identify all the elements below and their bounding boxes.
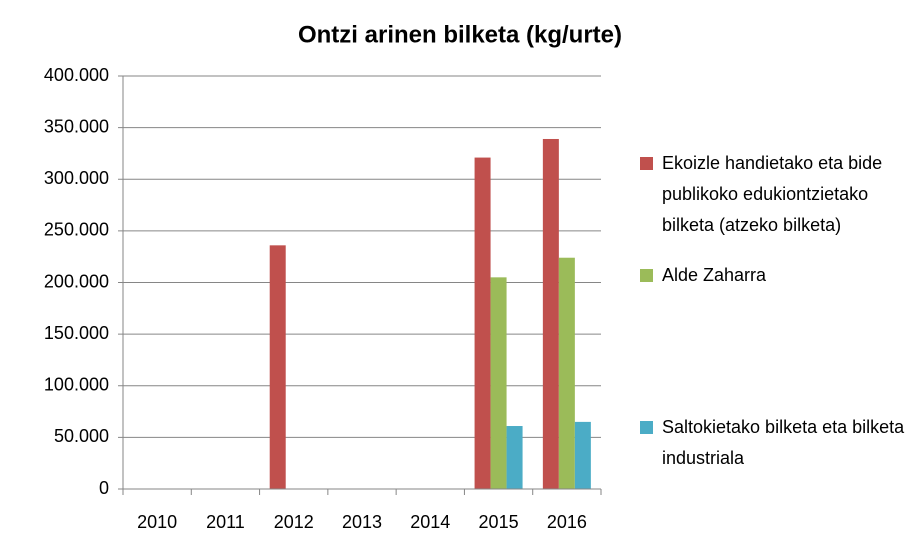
y-tick-label: 150.000	[44, 323, 109, 343]
x-tick-label: 2013	[342, 512, 382, 532]
x-tick-label: 2014	[410, 512, 450, 532]
x-tick-label: 2012	[274, 512, 314, 532]
y-tick-label: 250.000	[44, 220, 109, 240]
x-tick-label: 2016	[547, 512, 587, 532]
legend-swatch	[640, 157, 653, 170]
legend-entry: Alde Zaharra	[640, 260, 918, 291]
legend-swatch	[640, 421, 653, 434]
x-tick-label: 2011	[206, 512, 245, 532]
legend-entry: Ekoizle handietako eta bide publikoko ed…	[640, 148, 918, 241]
bar	[474, 157, 491, 489]
legend-entry: Saltokietako bilketa eta bilketa industr…	[640, 412, 918, 474]
chart-title: Ontzi arinen bilketa (kg/urte)	[298, 21, 622, 48]
y-tick-label: 200.000	[44, 271, 109, 291]
y-tick-label: 400.000	[44, 65, 109, 85]
bar	[574, 421, 591, 489]
y-tick-label: 0	[99, 478, 109, 498]
bar	[542, 138, 559, 490]
y-tick-label: 300.000	[44, 168, 109, 188]
legend-swatch	[640, 269, 653, 282]
x-tick-label: 2015	[479, 512, 519, 532]
x-tick-label: 2010	[137, 512, 177, 532]
bar	[490, 277, 507, 489]
legend-label: Saltokietako bilketa eta bilketa industr…	[662, 417, 905, 468]
bar	[558, 257, 575, 489]
y-tick-label: 350.000	[44, 116, 109, 136]
bar	[506, 426, 523, 489]
legend-label: Ekoizle handietako eta bide publikoko ed…	[662, 153, 883, 235]
legend-label: Alde Zaharra	[662, 265, 767, 285]
bar	[269, 245, 286, 489]
y-tick-label: 50.000	[54, 426, 109, 446]
y-tick-label: 100.000	[44, 375, 109, 395]
